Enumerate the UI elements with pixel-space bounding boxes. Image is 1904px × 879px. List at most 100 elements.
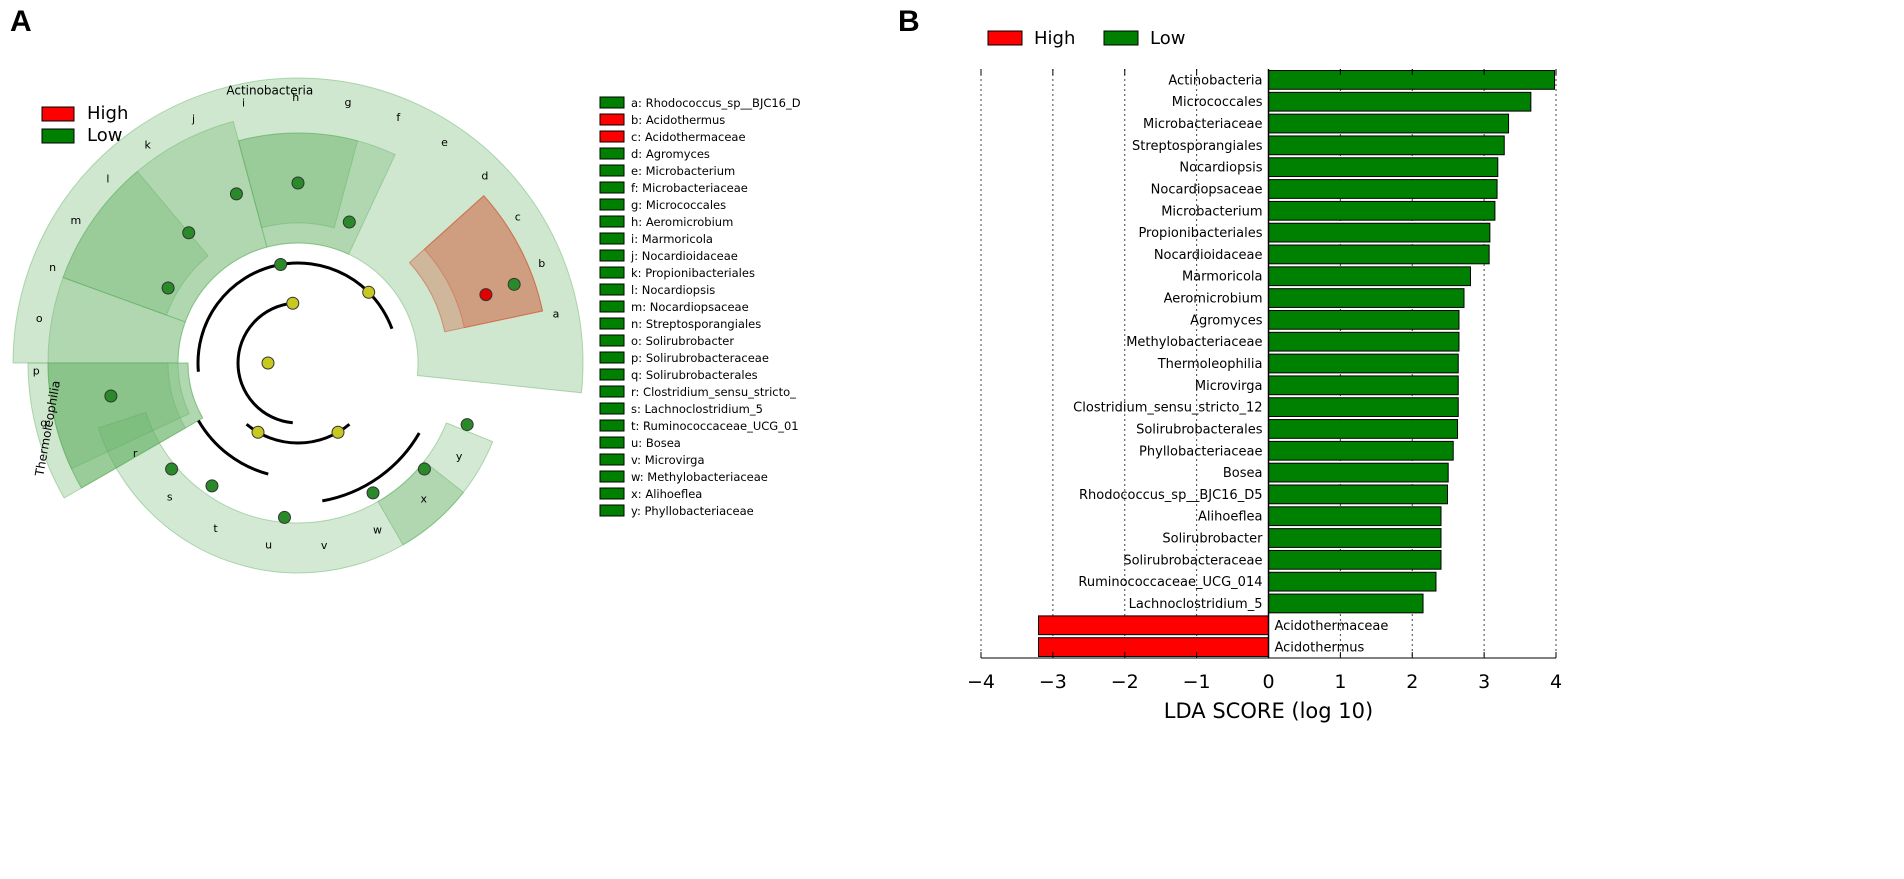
ring-letter-e: e: [441, 136, 448, 149]
key-label: g: Micrococcales: [631, 198, 726, 212]
key-label: o: Solirubrobacter: [631, 334, 734, 348]
key-swatch: [599, 147, 625, 160]
ring-letter-q: q: [40, 416, 47, 429]
key-swatch: [599, 504, 625, 517]
bar-nocardiopsis: [1268, 157, 1499, 178]
key-label: l: Nocardiopsis: [631, 283, 715, 297]
key-label: d: Agromyces: [631, 147, 710, 161]
ring-letter-r: r: [133, 447, 138, 460]
key-swatch: [599, 181, 625, 194]
bar-propionibacteriales: [1268, 222, 1491, 243]
clade-label-phylum: Actinobacteria: [226, 83, 313, 97]
bar-label: Rhodococcus_sp__BJC16_D5: [1079, 488, 1263, 503]
ring-letter-a: a: [553, 308, 560, 321]
cladogram-legend-label-low: Low: [87, 125, 122, 146]
key-swatch: [599, 130, 625, 143]
x-tick-label: 2: [1406, 671, 1418, 693]
key-swatch: [599, 487, 625, 500]
key-label: a: Rhodococcus_sp__BJC16_D: [631, 96, 801, 110]
ring-letter-y: y: [456, 450, 463, 463]
bar-rhodococcus_sp__bjc16_d5: [1268, 484, 1448, 505]
key-swatch: [599, 283, 625, 296]
bar-label: Nocardiopsaceae: [1151, 182, 1263, 197]
cladogram-legend-label-high: High: [87, 103, 128, 124]
ring-letter-s: s: [167, 490, 173, 503]
clade-band-methylobacteriaceae: [377, 460, 465, 546]
cladogram-legend-swatch-low: [41, 128, 75, 144]
ring-letter-t: t: [213, 522, 218, 535]
bar-label: Thermoleophilia: [1157, 357, 1263, 372]
bar-label: Propionibacteriales: [1138, 226, 1262, 241]
bar-clostridium_sensu_stricto_12: [1268, 397, 1459, 418]
key-swatch: [599, 334, 625, 347]
bar-microbacterium: [1268, 200, 1496, 221]
ring-letter-j: j: [191, 113, 195, 126]
x-tick-label: −1: [1183, 671, 1211, 693]
node-e: [291, 176, 305, 190]
x-tick-label: −2: [1111, 671, 1139, 693]
clade-band-actinobacteria: [12, 77, 584, 394]
bar-actinobacteria: [1268, 70, 1556, 90]
bar-microbacteriaceae: [1268, 113, 1510, 134]
node-clostridia: [251, 425, 265, 439]
key-label: f: Microbacteriaceae: [631, 181, 748, 195]
key-swatch: [599, 164, 625, 177]
x-tick-label: 3: [1478, 671, 1490, 693]
bar-lachnoclostridium_5: [1268, 593, 1424, 614]
clade-band-thermoleophilia: [27, 362, 204, 499]
key-label: x: Alihoeflea: [631, 487, 702, 501]
bar-label: Bosea: [1223, 466, 1263, 481]
key-label: p: Solirubrobacteraceae: [631, 351, 769, 365]
key-swatch: [599, 470, 625, 483]
bar-label: Acidothermaceae: [1275, 619, 1389, 634]
node-f: [342, 215, 356, 229]
key-label: u: Bosea: [631, 436, 681, 450]
clade-band-acidothermaceae: [408, 195, 544, 333]
bar-bosea: [1268, 462, 1449, 483]
node-h: [229, 187, 243, 201]
ring-letter-i: i: [242, 97, 245, 110]
node-o: [104, 389, 118, 403]
bar-microvirga: [1268, 375, 1459, 396]
key-label: r: Clostridium_sensu_stricto_: [631, 385, 796, 399]
node-l: [161, 281, 175, 295]
key-swatch: [599, 402, 625, 415]
x-tick-label: −4: [967, 671, 995, 693]
clade-band-streptosporangiales: [47, 276, 190, 470]
ring-letter-k: k: [145, 138, 152, 151]
key-swatch: [599, 385, 625, 398]
bar-solirubrobacterales: [1268, 419, 1459, 439]
x-tick-label: −3: [1039, 671, 1067, 693]
key-label: c: Acidothermaceae: [631, 130, 746, 144]
ring-letter-v: v: [321, 539, 328, 552]
key-swatch: [599, 300, 625, 313]
key-swatch: [599, 368, 625, 381]
ring-letter-o: o: [36, 312, 43, 325]
cladogram-legend-swatch-high: [41, 106, 75, 122]
x-axis-label: LDA SCORE (log 10): [1164, 699, 1373, 723]
bar-label: Solirubrobacterales: [1136, 422, 1263, 437]
tree-arc-proteo: [322, 432, 421, 503]
bar-label: Marmoricola: [1182, 270, 1263, 285]
ring-letter-x: x: [421, 493, 428, 506]
node-r: [165, 462, 179, 476]
legend-label-low: Low: [1150, 28, 1185, 49]
ring-letter-p: p: [33, 364, 40, 377]
key-label: m: Nocardiopsaceae: [631, 300, 749, 314]
bar-label: Microbacterium: [1161, 204, 1262, 219]
bar-acidothermus: [1038, 637, 1269, 657]
key-label: t: Ruminococcaceae_UCG_01: [631, 419, 799, 433]
tree-arc-root: [236, 301, 293, 425]
bar-phyllobacteriaceae: [1268, 440, 1454, 461]
ring-letter-b: b: [538, 257, 545, 270]
bar-label: Actinobacteria: [1168, 73, 1262, 88]
node-b: [479, 288, 493, 302]
node-u: [366, 486, 380, 500]
cladogram-panel: A a b c d e f g h i j k l m n o p q r s t u v w x y Actinobacteri…: [10, 5, 801, 574]
panel-a-label: A: [10, 5, 32, 38]
bar-solirubrobacteraceae: [1268, 549, 1442, 570]
ring-letter-m: m: [70, 214, 81, 227]
key-swatch: [599, 249, 625, 262]
key-label: v: Microvirga: [631, 453, 705, 467]
